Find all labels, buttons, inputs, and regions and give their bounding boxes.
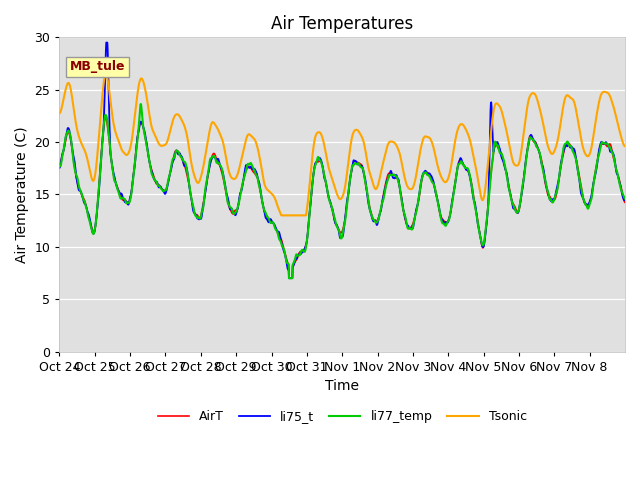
AirT bbox=[614, 174, 622, 180]
li75_t bbox=[559, 151, 567, 156]
li75_t bbox=[317, 158, 325, 164]
li75_t bbox=[614, 175, 622, 180]
Tsonic bbox=[476, 190, 484, 196]
Tsonic bbox=[56, 110, 63, 116]
Tsonic bbox=[621, 144, 629, 149]
li75_t bbox=[56, 165, 63, 171]
Tsonic bbox=[559, 104, 567, 110]
li77_temp bbox=[56, 163, 63, 169]
li75_t bbox=[621, 197, 629, 203]
Tsonic bbox=[614, 123, 622, 129]
li77_temp bbox=[476, 234, 484, 240]
li77_temp bbox=[328, 205, 336, 211]
Line: li75_t: li75_t bbox=[60, 43, 625, 278]
AirT bbox=[285, 276, 293, 281]
li75_t bbox=[285, 276, 293, 281]
li77_temp bbox=[317, 160, 325, 166]
li77_temp bbox=[621, 196, 629, 202]
Y-axis label: Air Temperature (C): Air Temperature (C) bbox=[15, 126, 29, 263]
AirT bbox=[145, 152, 152, 158]
AirT bbox=[328, 206, 336, 212]
li77_temp bbox=[559, 147, 567, 153]
AirT bbox=[56, 161, 63, 167]
AirT bbox=[102, 114, 109, 120]
Tsonic bbox=[145, 105, 152, 110]
Legend: AirT, li75_t, li77_temp, Tsonic: AirT, li75_t, li77_temp, Tsonic bbox=[153, 405, 532, 428]
li75_t bbox=[102, 40, 110, 46]
li75_t bbox=[476, 233, 484, 239]
li77_temp bbox=[285, 276, 293, 281]
li77_temp bbox=[137, 101, 145, 107]
Text: MB_tule: MB_tule bbox=[70, 60, 125, 73]
Line: AirT: AirT bbox=[60, 117, 625, 278]
li75_t bbox=[145, 152, 152, 157]
AirT bbox=[621, 200, 629, 205]
X-axis label: Time: Time bbox=[325, 379, 359, 393]
Line: li77_temp: li77_temp bbox=[60, 104, 625, 278]
li75_t bbox=[328, 205, 336, 211]
Title: Air Temperatures: Air Temperatures bbox=[271, 15, 413, 33]
Tsonic bbox=[317, 132, 325, 138]
li77_temp bbox=[145, 151, 152, 157]
Line: Tsonic: Tsonic bbox=[60, 74, 625, 216]
AirT bbox=[559, 152, 567, 157]
Tsonic bbox=[278, 213, 285, 218]
Tsonic bbox=[328, 176, 336, 181]
AirT bbox=[317, 160, 325, 166]
AirT bbox=[476, 233, 484, 239]
li77_temp bbox=[614, 175, 622, 180]
Tsonic bbox=[102, 71, 109, 77]
